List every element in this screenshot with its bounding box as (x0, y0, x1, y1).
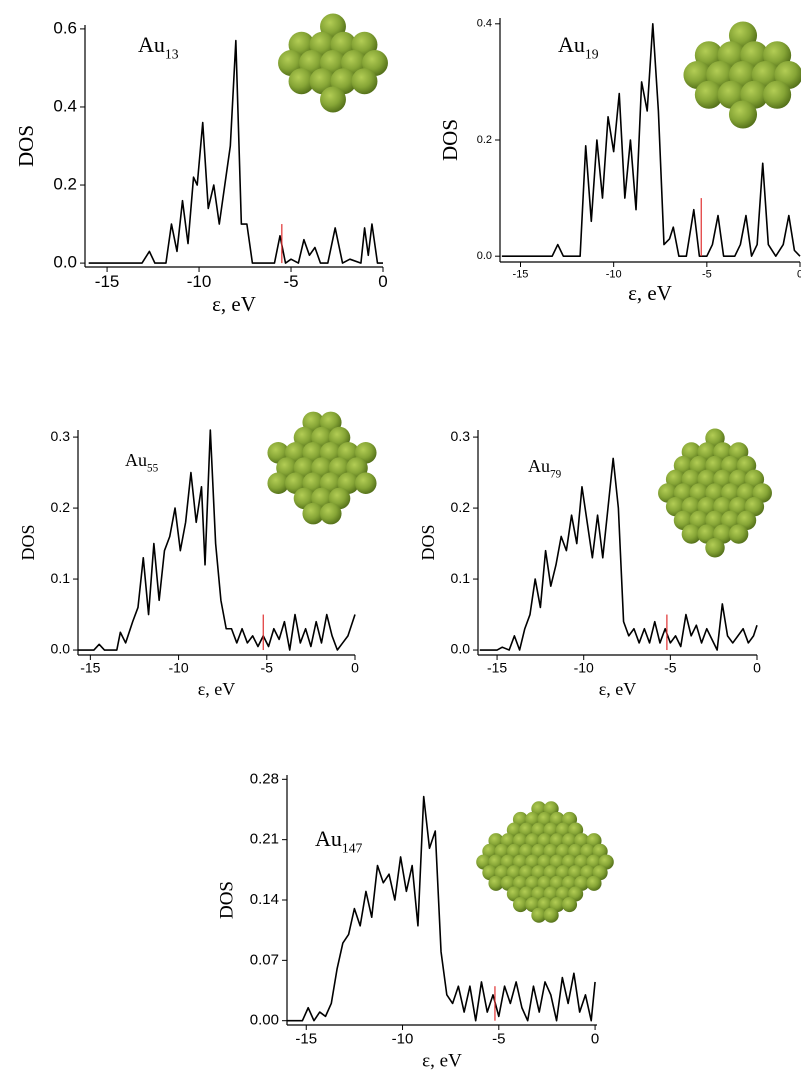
x-tick-label: 0 (378, 272, 387, 291)
atom (267, 472, 290, 495)
y-tick-label: 0.3 (51, 428, 71, 444)
cluster-size: 147 (342, 841, 363, 856)
y-tick-label: 0.0 (477, 250, 492, 262)
dos-line (88, 39, 383, 264)
cluster-label: Au55 (125, 450, 159, 474)
x-tick-label: 0 (591, 1030, 599, 1047)
y-tick-label: 0.0 (51, 641, 71, 657)
y-tick-label: 0.1 (451, 570, 471, 586)
dos-panel: 0.0 0.2 0.4 0.6 -15 -10 -5 0 ε, eV DOS Au13 (14, 13, 388, 316)
atom (728, 524, 749, 544)
y-tick-label: 0.6 (53, 18, 77, 37)
dos-panel: 0.0 0.2 0.4 -15 -10 -5 0 ε, eV DOS Au19 (438, 18, 801, 305)
x-tick-label: -15 (487, 660, 507, 676)
x-axis-label: ε, eV (628, 281, 672, 305)
y-axis-label: DOS (14, 125, 38, 167)
atom (320, 86, 346, 113)
x-tick-label: -5 (702, 268, 712, 280)
cluster-size: 19 (585, 47, 599, 62)
x-tick-label: 0 (797, 268, 801, 280)
cluster-label: Au19 (558, 32, 599, 62)
atom (531, 907, 547, 923)
x-tick-label: 0 (753, 660, 761, 676)
x-tick-label: -15 (80, 660, 100, 676)
cluster-element: Au (315, 826, 342, 851)
dos-line (479, 457, 758, 651)
x-tick-label: -10 (168, 660, 188, 676)
y-tick-label: 0.2 (451, 499, 471, 515)
y-tick-label: 0.0 (451, 641, 471, 657)
y-tick-label: 0.07 (250, 951, 279, 968)
x-tick-label: -10 (187, 272, 212, 291)
atom (681, 524, 702, 544)
cluster-label: Au79 (528, 456, 562, 480)
x-tick-label: -10 (606, 268, 622, 280)
y-tick-label: 0.0 (53, 253, 77, 272)
y-tick-label: 0.14 (250, 891, 279, 908)
x-tick-label: -5 (664, 660, 677, 676)
x-axis-label: ε, eV (422, 1050, 462, 1071)
y-tick-label: 0.1 (51, 570, 71, 586)
cluster-element: Au (528, 456, 550, 476)
atom (728, 100, 758, 129)
y-axis-label: DOS (18, 524, 38, 560)
atom (354, 472, 377, 495)
y-tick-label: 0.00 (250, 1012, 279, 1029)
x-tick-label: -10 (574, 660, 594, 676)
atom (543, 907, 559, 923)
atom (561, 897, 578, 913)
x-tick-label: -5 (283, 272, 298, 291)
y-tick-label: 0.28 (250, 770, 279, 787)
y-tick-label: 0.2 (51, 499, 71, 515)
x-tick-label: -5 (492, 1030, 505, 1047)
x-tick-label: 0 (351, 660, 359, 676)
dos-line (78, 429, 356, 651)
dos-line (501, 23, 801, 257)
y-tick-label: 0.4 (477, 18, 492, 30)
cluster-element: Au (138, 32, 165, 57)
cluster-size: 79 (550, 468, 562, 480)
cluster-size: 13 (165, 47, 179, 62)
atom (288, 68, 315, 95)
x-tick-label: -10 (392, 1030, 414, 1047)
x-axis-label: ε, eV (599, 679, 637, 699)
y-tick-label: 0.21 (250, 831, 279, 848)
y-tick-label: 0.2 (477, 134, 492, 146)
dos-panel: 0.0 0.1 0.2 0.3 -15 -10 -5 0 ε, eV DOS Au55 (18, 411, 377, 699)
dos-line (287, 795, 596, 1022)
y-tick-label: 0.3 (451, 428, 471, 444)
y-tick-label: 0.4 (53, 96, 77, 115)
x-tick-label: -15 (513, 268, 529, 280)
x-axis-label: ε, eV (198, 679, 236, 699)
y-axis-label: DOS (216, 881, 237, 919)
x-axis-label: ε, eV (212, 292, 256, 316)
atom (763, 80, 792, 109)
atom (586, 875, 602, 891)
x-tick-label: -5 (261, 660, 274, 676)
atom (705, 538, 725, 558)
cluster-element: Au (558, 32, 585, 57)
y-axis-label: DOS (438, 119, 462, 161)
atom (488, 875, 504, 891)
dos-panel: 0.00 0.07 0.14 0.21 0.28 -15 -10 -5 0 ε, eV DOS Au1… (216, 770, 614, 1071)
atom (302, 502, 325, 525)
atom (351, 68, 378, 95)
y-axis-label: DOS (418, 524, 438, 560)
cluster-label: Au13 (138, 32, 179, 62)
cluster-size: 55 (147, 462, 159, 474)
atom (512, 897, 529, 913)
y-tick-label: 0.2 (53, 175, 77, 194)
cluster-label: Au147 (315, 826, 363, 856)
dos-panel: 0.0 0.1 0.2 0.3 -15 -10 -5 0 ε, eV DOS Au79 (418, 428, 772, 699)
cluster-element: Au (125, 450, 147, 470)
atom (319, 502, 342, 525)
atom (694, 80, 723, 109)
x-tick-label: -15 (295, 1030, 317, 1047)
x-tick-label: -15 (95, 272, 120, 291)
